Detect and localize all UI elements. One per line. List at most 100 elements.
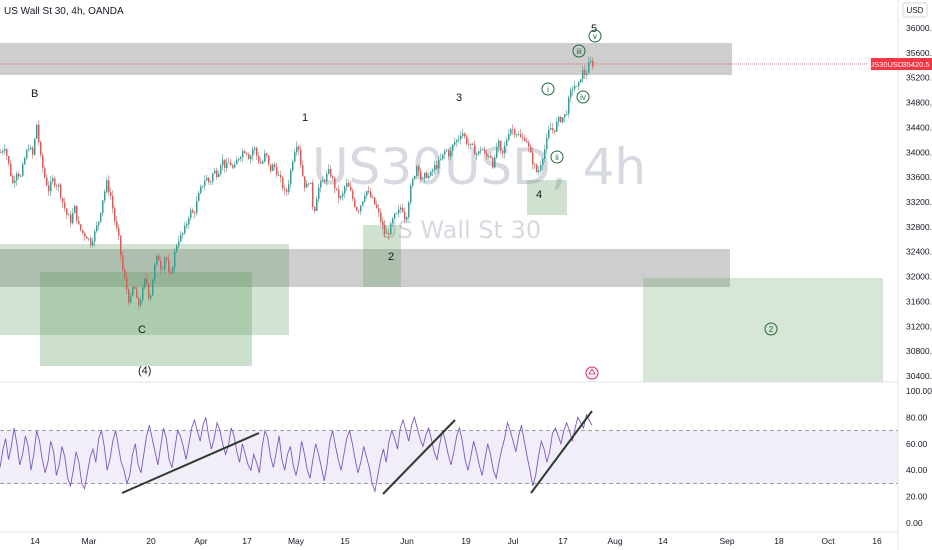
time-axis-tick: Apr xyxy=(194,536,207,546)
candle-body xyxy=(86,236,88,239)
price-axis-tick: 33200.0 xyxy=(906,197,932,207)
rsi-trendline-1[interactable] xyxy=(121,432,260,494)
rsi-axis-tick: 60.00 xyxy=(906,439,928,449)
candle-body xyxy=(88,238,90,240)
candle-body xyxy=(170,272,172,274)
candle-body xyxy=(522,137,524,139)
candle-body xyxy=(66,208,68,215)
candle-body xyxy=(456,140,458,143)
candle-body xyxy=(488,155,490,157)
currency-button[interactable]: USD xyxy=(902,2,928,18)
green-zone-wave-4[interactable] xyxy=(527,180,567,215)
time-axis[interactable]: 14 Mar 20 Apr 17 May 15 Jun 19 Jul 17 Aug 14 Sep 18 Oct… xyxy=(0,531,898,546)
price-axis-tick: 30800.0 xyxy=(906,346,932,356)
wave-label-3: 3 xyxy=(456,92,462,104)
gray-support-zone[interactable] xyxy=(0,249,730,287)
green-zone-target[interactable] xyxy=(643,278,883,382)
candle-body xyxy=(558,116,560,122)
candle-body xyxy=(312,182,314,208)
candle-body xyxy=(360,205,362,212)
time-axis-tick: Mar xyxy=(82,536,97,546)
green-zone-left-inner[interactable] xyxy=(40,272,252,366)
candlestick-series[interactable] xyxy=(0,56,594,310)
price-axis[interactable]: 36000.0 35600.0 35200.0 34800.0 34400.0 34000… xyxy=(897,0,932,550)
candle-body xyxy=(214,170,216,174)
candle-body xyxy=(294,152,296,162)
candle-body xyxy=(32,147,34,155)
candle-body xyxy=(204,180,206,187)
gray-resistance-zone[interactable] xyxy=(0,43,732,75)
candle-body xyxy=(452,144,454,151)
candle-body xyxy=(290,170,292,185)
price-axis-tick: 34400.0 xyxy=(906,122,932,132)
rsi-line xyxy=(0,413,593,494)
rsi-pane[interactable] xyxy=(0,410,898,495)
wave-label-1: 1 xyxy=(302,112,308,124)
candle-body xyxy=(308,183,310,185)
drawing-zones[interactable] xyxy=(0,43,883,382)
candle-body xyxy=(494,157,496,168)
candle-body xyxy=(346,183,348,187)
candle-body xyxy=(484,149,486,154)
candle-body xyxy=(388,233,390,235)
time-axis-tick: Jun xyxy=(400,536,414,546)
candle-body xyxy=(384,224,386,234)
candle-body xyxy=(366,191,368,196)
candle-body xyxy=(76,205,78,221)
time-axis-tick: 19 xyxy=(461,536,471,546)
candle-body xyxy=(40,142,42,156)
candle-body xyxy=(154,264,156,280)
candle-body xyxy=(140,300,142,306)
green-zone-left-outer[interactable] xyxy=(0,244,289,335)
price-axis-tick: 34000.0 xyxy=(906,147,932,157)
alert-icon[interactable] xyxy=(585,366,599,380)
rsi-axis-tick: 0.00 xyxy=(906,518,923,528)
price-axis-tick: 31200.0 xyxy=(906,321,932,331)
sub-wave-iii: iii xyxy=(572,44,586,58)
candle-body xyxy=(92,241,94,246)
candle-body xyxy=(582,70,584,80)
candle-body xyxy=(28,149,30,151)
candle-body xyxy=(310,182,312,184)
price-axis-tick: 32400.0 xyxy=(906,247,932,257)
candle-body xyxy=(202,186,204,187)
candle-body xyxy=(284,188,286,190)
candle-body xyxy=(356,206,358,211)
candle-body xyxy=(258,155,260,162)
candle-body xyxy=(236,160,238,165)
rsi-trendline-3[interactable] xyxy=(530,410,593,494)
candle-body xyxy=(194,212,196,214)
candle-body xyxy=(136,288,138,299)
candle-body xyxy=(584,70,586,75)
candle-body xyxy=(552,128,554,131)
candle-body xyxy=(390,223,392,235)
candle-body xyxy=(490,155,492,158)
candle-body xyxy=(222,159,224,166)
candle-body xyxy=(90,238,92,246)
candle-body xyxy=(38,124,40,143)
wave-labels: B 1 3 5 2 4 C (4) i ii iii iv v 2 xyxy=(31,23,778,377)
candle-body xyxy=(314,207,316,212)
candle-body xyxy=(78,220,80,225)
candle-body xyxy=(178,241,180,246)
candle-body xyxy=(350,186,352,191)
time-axis-tick: Aug xyxy=(607,536,622,546)
candle-body xyxy=(122,255,124,270)
candle-body xyxy=(436,165,438,169)
candle-body xyxy=(326,173,328,182)
candle-body xyxy=(216,170,218,177)
candle-body xyxy=(280,174,282,178)
candle-body xyxy=(486,153,488,157)
candle-body xyxy=(318,187,320,199)
candle-body xyxy=(526,141,528,143)
green-zone-wave-2[interactable] xyxy=(363,225,401,287)
candle-body xyxy=(210,181,212,183)
time-axis-tick: 14 xyxy=(30,536,40,546)
rsi-trendline-2[interactable] xyxy=(382,419,456,495)
candle-body xyxy=(162,269,164,271)
candle-body xyxy=(536,164,538,173)
candle-body xyxy=(358,210,360,212)
rsi-axis-tick: 80.00 xyxy=(906,412,928,422)
candle-body xyxy=(454,142,456,145)
